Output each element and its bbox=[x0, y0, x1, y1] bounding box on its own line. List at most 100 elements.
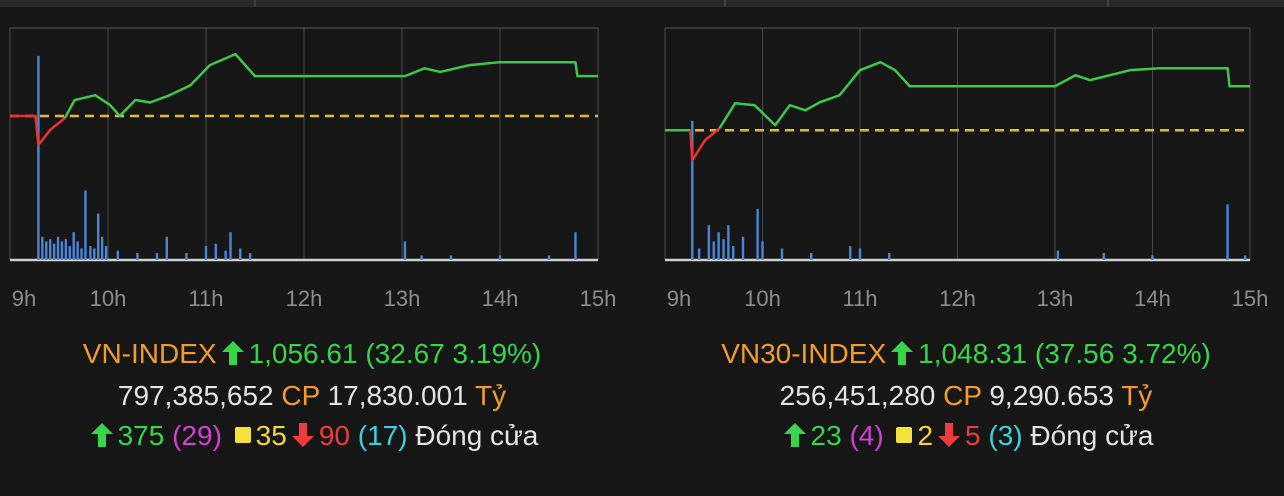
volume-bar bbox=[727, 225, 730, 260]
volume-bar bbox=[89, 246, 92, 260]
status: Đóng cửa bbox=[415, 420, 539, 451]
volume-bar bbox=[717, 232, 720, 260]
x-tick-label: 13h bbox=[1037, 286, 1074, 311]
volume-bar bbox=[741, 236, 745, 260]
summary-row: VN-INDEX 1,056.61 (32.67 3.19%) bbox=[0, 338, 624, 370]
volume-unit: CP bbox=[281, 380, 320, 411]
volume-bar bbox=[248, 253, 252, 260]
x-tick-label: 10h bbox=[90, 286, 127, 311]
volume-bar bbox=[858, 248, 862, 260]
volume-bar bbox=[204, 246, 208, 260]
down: 5 bbox=[965, 420, 981, 451]
x-tick-label: 12h bbox=[286, 286, 323, 311]
volume-bar bbox=[185, 253, 188, 260]
x-tick-label: 11h bbox=[188, 286, 223, 311]
x-tick-label: 10h bbox=[744, 286, 781, 311]
volume-bar bbox=[712, 241, 715, 260]
charts: 9h 10h 11h 12h 13h 14h 15h 9h 10h 11h 12h 13h 14h 15h bbox=[0, 0, 1284, 311]
unchanged-square bbox=[896, 427, 913, 443]
change: (37.56 3.72%) bbox=[1034, 338, 1211, 369]
down: 90 bbox=[318, 420, 350, 451]
volume-bar bbox=[155, 253, 159, 260]
x-tick-label: 11h bbox=[842, 286, 877, 311]
volume-bar bbox=[1151, 255, 1154, 260]
volume-bar bbox=[68, 246, 71, 260]
name: VN-INDEX bbox=[82, 338, 217, 369]
volume-bar bbox=[104, 246, 108, 260]
change: (32.67 3.19%) bbox=[365, 338, 542, 369]
summary-row: 797,385,652 CP 17,830.001 Tỷ bbox=[0, 380, 624, 412]
name: VN30-INDEX bbox=[721, 338, 887, 369]
volume-bar bbox=[93, 248, 96, 260]
x-tick-label: 14h bbox=[482, 286, 519, 311]
close: 1,048.31 bbox=[918, 338, 1028, 369]
up: 23 bbox=[810, 420, 842, 451]
volume-bar bbox=[100, 236, 104, 260]
down-arrow bbox=[291, 423, 314, 447]
value: 17,830.001 bbox=[327, 380, 468, 411]
x-tick-label: 15h bbox=[580, 286, 617, 311]
volume-bar bbox=[691, 120, 694, 260]
volume-bar bbox=[697, 248, 701, 260]
volume-bar bbox=[732, 246, 735, 260]
volume-bar bbox=[97, 213, 100, 260]
summary-row: 375 (29) 35 90 (17) Đóng cửa bbox=[0, 420, 624, 452]
volume: 797,385,652 bbox=[117, 380, 274, 411]
volume-bar bbox=[45, 241, 48, 260]
index-line bbox=[10, 114, 66, 147]
volume-bar bbox=[761, 241, 764, 260]
volume-bar bbox=[810, 253, 813, 260]
ceiling: (29) bbox=[172, 420, 222, 451]
x-tick-label: 15h bbox=[1232, 286, 1269, 311]
volume-bar bbox=[84, 190, 87, 260]
volume-bar bbox=[72, 232, 75, 260]
up-arrow bbox=[90, 423, 113, 447]
index-line bbox=[689, 127, 721, 162]
unchanged-square bbox=[234, 427, 251, 443]
floor: (3) bbox=[988, 420, 1023, 451]
volume-bar bbox=[1243, 255, 1247, 260]
volume-bar bbox=[420, 255, 423, 260]
x-tick-label: 9h bbox=[667, 286, 691, 311]
floor: (17) bbox=[357, 420, 408, 451]
up-arrow bbox=[221, 341, 244, 365]
index-line bbox=[63, 52, 598, 119]
volume-bar bbox=[64, 239, 68, 260]
ceiling: (4) bbox=[849, 420, 884, 451]
volume-bar bbox=[60, 241, 64, 260]
volume-bar bbox=[52, 243, 56, 260]
up: 375 bbox=[117, 420, 165, 451]
volume-bar bbox=[37, 55, 40, 261]
top-strip bbox=[0, 0, 1284, 7]
up-arrow bbox=[783, 423, 806, 447]
summary-row: VN30-INDEX 1,048.31 (37.56 3.72%) bbox=[654, 338, 1278, 370]
volume-bar bbox=[80, 248, 83, 260]
volume-bar bbox=[56, 236, 60, 260]
volume-bar bbox=[1226, 204, 1229, 260]
volume-bar bbox=[722, 239, 725, 260]
volume-bar bbox=[574, 232, 577, 260]
volume-bar bbox=[888, 253, 891, 260]
volume-bar bbox=[41, 236, 44, 260]
x-tick-label: 14h bbox=[1134, 286, 1171, 311]
volume-bar bbox=[403, 241, 407, 260]
volume: 256,451,280 bbox=[779, 380, 936, 411]
volume-bar bbox=[707, 225, 711, 260]
unchanged: 35 bbox=[255, 420, 287, 451]
value-unit: Tỷ bbox=[1121, 380, 1153, 411]
unchanged: 2 bbox=[917, 420, 934, 451]
summary-row: 256,451,280 CP 9,290.653 Tỷ bbox=[654, 380, 1278, 412]
volume-bar bbox=[780, 248, 784, 260]
volume-bar bbox=[498, 255, 502, 260]
x-tick-label: 13h bbox=[384, 286, 421, 311]
down-arrow bbox=[938, 423, 961, 447]
volume-bar bbox=[48, 239, 52, 260]
volume-unit: CP bbox=[943, 380, 982, 411]
x-tick-label: 12h bbox=[939, 286, 976, 311]
volume-bar bbox=[449, 255, 453, 260]
volume-bar bbox=[165, 236, 168, 260]
status: Đóng cửa bbox=[1030, 420, 1154, 451]
volume-bar bbox=[76, 241, 79, 260]
volume-bar bbox=[214, 243, 217, 260]
